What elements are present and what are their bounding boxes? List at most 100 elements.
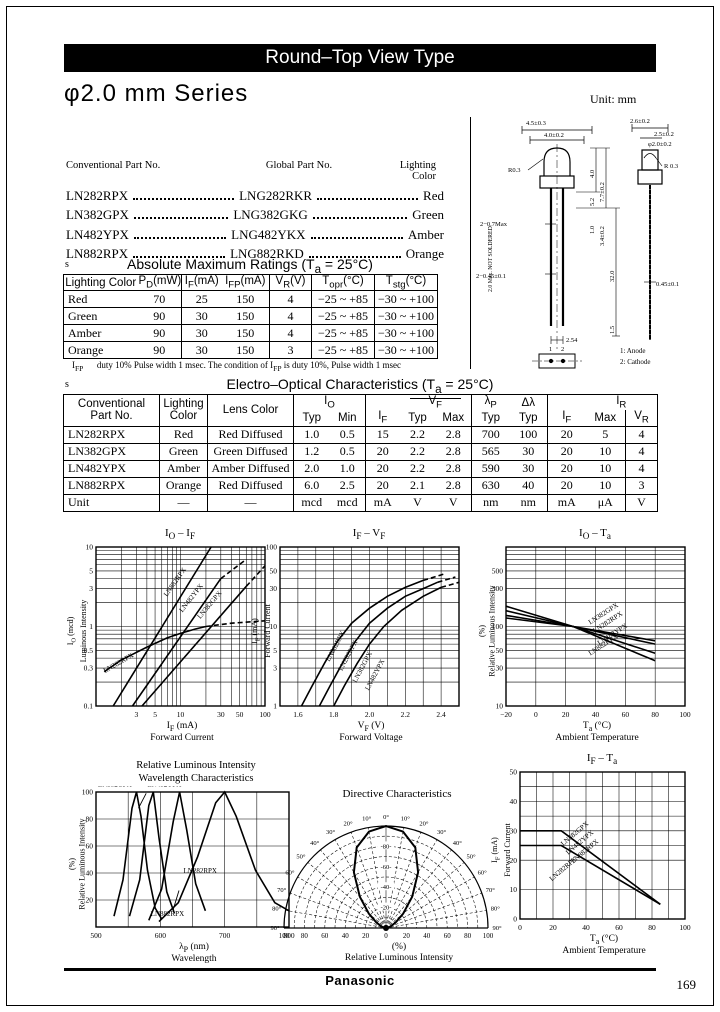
svg-text:50°: 50°: [296, 854, 306, 861]
svg-text:600: 600: [155, 931, 167, 940]
x-axis-label: Ta (°C) Ambient Temperature: [562, 934, 646, 957]
chart-directive: Directive Characteristics 90° 80° 70° 60° 50°…: [268, 788, 504, 965]
svg-text:20°: 20°: [343, 821, 353, 828]
eo-h-ir: IR: [616, 395, 627, 411]
eo-h-typ: Typ: [471, 410, 510, 427]
y-axis-label: IO (mcd) Luminous Intensity: [65, 599, 88, 663]
chart-title: Directive Characteristics: [342, 788, 452, 800]
col-header: PD(mW): [137, 274, 182, 292]
part-row: LN382GPX LNG382GKG Green: [66, 204, 444, 224]
dim-label: 4.5±0.3: [526, 120, 546, 127]
cell: 1.0: [329, 459, 366, 478]
chart-io-vs-if: IO – IF 3 5 10 30 50 100 0.1 0.3 0.5 1 3 5 10 LN882RPX…: [66, 527, 272, 745]
svg-text:0.3: 0.3: [84, 664, 94, 673]
cell: 0.5: [339, 427, 355, 442]
svg-text:LN282RPX: LN282RPX: [548, 855, 579, 883]
svg-text:50: 50: [270, 567, 278, 576]
svg-text:30: 30: [496, 664, 504, 673]
cell: μA: [585, 493, 626, 512]
dim-label: 1.5: [609, 326, 616, 334]
cell: 20: [365, 442, 400, 461]
eo-h-lp: λP: [471, 394, 510, 411]
chart-plot: 1.6 1.8 2.0 2.2 2.4135103050100LN882RPXLN282…: [266, 543, 460, 719]
vertical-divider: [470, 117, 471, 369]
svg-text:-20-: -20-: [381, 905, 392, 912]
cell: Green: [159, 442, 208, 461]
dim-label: 4.0: [589, 170, 596, 178]
part-cell: LN282RPX: [66, 187, 129, 203]
svg-text:30°: 30°: [326, 829, 336, 836]
part-row: LN882RPX LNG882RKD Orange: [66, 243, 444, 263]
svg-text:30: 30: [510, 826, 518, 835]
y-axis-label: IF (mA) Forward Current: [249, 604, 272, 658]
svg-text:10°: 10°: [401, 816, 411, 823]
chart-plot: 3 5 10 30 50 1000.10.30.513510LN882RPXLN482YP…: [84, 543, 271, 719]
cell: 4: [625, 442, 658, 461]
svg-text:0.1: 0.1: [84, 702, 94, 711]
cell: 40: [509, 476, 548, 495]
col-header: VR(V): [269, 274, 312, 292]
svg-text:20: 20: [562, 710, 570, 719]
cell: 2.8: [435, 476, 472, 495]
svg-text:100: 100: [483, 932, 494, 940]
eo-h-max: Max: [585, 410, 626, 427]
cell: 30: [509, 442, 548, 461]
svg-text:-40-: -40-: [381, 884, 392, 891]
eo-h-io: IO: [293, 394, 366, 411]
cell: 3: [625, 476, 658, 495]
table-row: Orange 90 30 150 3 −25 ~ +85 −30 ~ +100: [63, 341, 438, 359]
svg-text:5: 5: [89, 567, 93, 576]
svg-text:70°: 70°: [486, 887, 496, 894]
x-axis-label: IF (mA) Forward Current: [150, 721, 214, 744]
cell: 2.8: [435, 442, 472, 461]
table-row: LN382GPX Green Green Diffused 1.2 0.5 20 2.2 2.…: [63, 442, 658, 461]
cell: 20: [547, 442, 586, 461]
cell: 20: [547, 476, 586, 495]
dim-label: R0.3: [508, 167, 520, 174]
x-axis-label: λP (nm) Wavelength: [171, 942, 217, 965]
cell: 150: [221, 324, 270, 342]
eo-h-blank: [365, 394, 400, 411]
svg-text:700: 700: [219, 931, 231, 940]
cell: −25 ~ +85: [311, 307, 375, 325]
eo-h-max: Max: [435, 410, 472, 427]
cell: 30: [181, 324, 222, 342]
svg-text:100: 100: [492, 622, 504, 631]
cell: 25: [181, 290, 222, 308]
svg-text:20: 20: [510, 856, 518, 865]
svg-text:LN282RPX: LN282RPX: [102, 651, 135, 675]
cell: nm: [471, 493, 510, 512]
svg-text:40: 40: [342, 932, 350, 940]
chart-if-vs-vf: IF – VF 1.6 1.8 2.0 2.2 2.4 1 3 5 10 30 50 100 LN882R…: [250, 527, 466, 745]
part-cell: LN882RPX: [66, 246, 129, 261]
cell: LN482YPX: [63, 459, 160, 478]
chart-title: Relative Luminous Intensity Wavelength Ch…: [136, 760, 256, 784]
svg-text:10: 10: [177, 710, 185, 719]
cell: 30: [509, 459, 548, 478]
svg-text:20: 20: [549, 923, 557, 932]
svg-text:LN482YPX: LN482YPX: [147, 786, 181, 789]
svg-text:3: 3: [89, 584, 93, 593]
dim-label: 5.2: [589, 198, 596, 206]
svg-text:60°: 60°: [478, 870, 488, 877]
cell: 10: [585, 476, 626, 495]
cell: —: [207, 493, 294, 512]
chart-plot: −20 0 20 40 60 80 100103050100300500LN382GPXLN…: [492, 546, 691, 719]
dim-label: 2−0.7Max: [480, 221, 508, 228]
cell: 10: [585, 459, 626, 478]
eo-h-if: IF: [365, 410, 400, 427]
svg-text:50°: 50°: [466, 854, 476, 861]
cell: 20: [365, 476, 400, 495]
cell: 30: [181, 307, 222, 325]
header-row: Lighting Color PD(mW) IF(mA) IFP(mA) VR(V) To…: [63, 274, 438, 292]
table-row: LN882RPX Orange Red Diffused 6.0 2.5 20 2.1 2.8…: [63, 476, 658, 495]
eo-table: Conventional Part No. Lighting Color Lens …: [63, 394, 658, 512]
cell: V: [625, 493, 658, 512]
part-cell: Red: [423, 187, 444, 203]
page-number: 169: [676, 977, 697, 992]
cell: mA: [547, 493, 586, 512]
cell: LN882RPX: [63, 476, 160, 495]
svg-text:80°: 80°: [272, 906, 282, 913]
part-cell: LN482YPX: [66, 226, 129, 242]
